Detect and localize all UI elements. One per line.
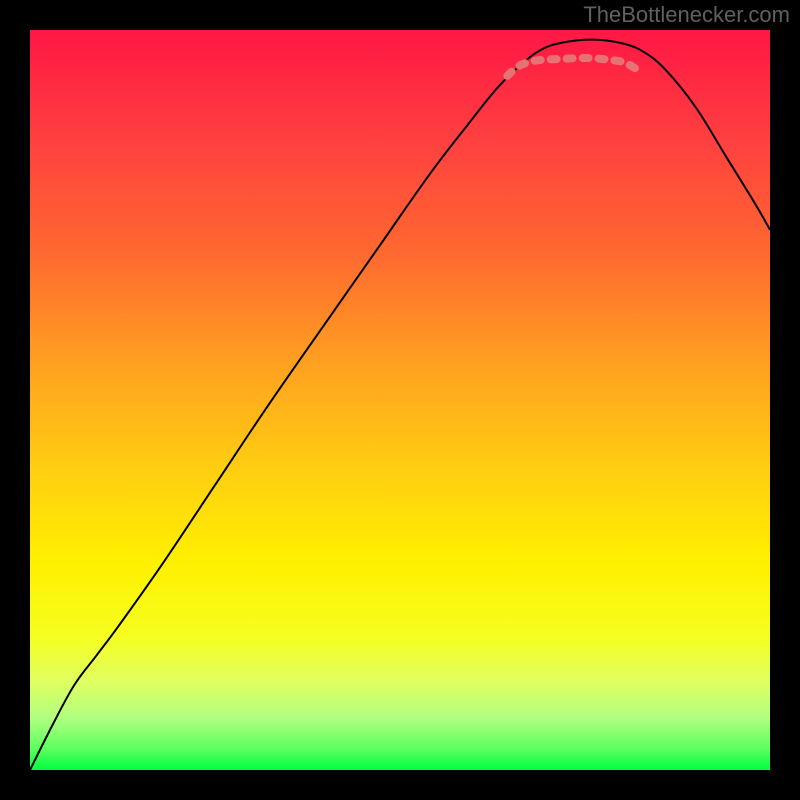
chart-svg	[30, 30, 770, 770]
watermark-text: TheBottlenecker.com	[583, 2, 790, 28]
bottleneck-chart	[30, 30, 770, 770]
chart-background	[30, 30, 770, 770]
